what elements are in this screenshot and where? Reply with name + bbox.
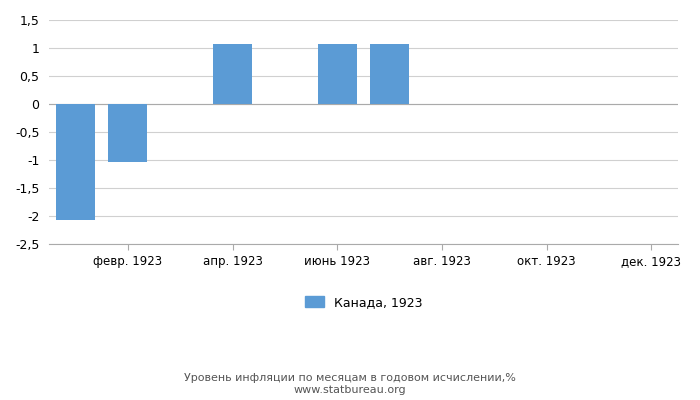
Bar [56, 104, 95, 220]
Bar [370, 44, 410, 104]
Bar [213, 44, 252, 104]
Bar [318, 44, 357, 104]
Text: Уровень инфляции по месяцам в годовом исчислении,%: Уровень инфляции по месяцам в годовом ис… [184, 373, 516, 383]
Bar [108, 104, 148, 162]
Legend: Канада, 1923: Канада, 1923 [300, 291, 427, 314]
Text: www.statbureau.org: www.statbureau.org [294, 385, 406, 395]
